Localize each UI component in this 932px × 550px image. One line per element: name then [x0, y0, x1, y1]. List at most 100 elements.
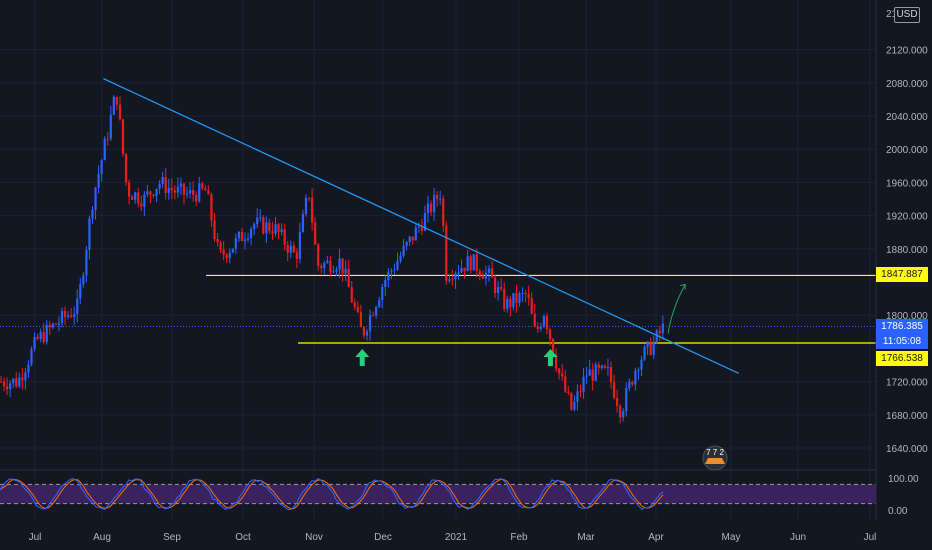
candle-body	[18, 377, 21, 387]
candle-body	[277, 224, 280, 232]
candle-body	[213, 220, 216, 240]
candle-body	[231, 248, 234, 253]
candle-body	[332, 271, 335, 273]
candle-body	[616, 397, 619, 406]
event-badge-icon[interactable]: 7 7 2	[702, 445, 728, 471]
candle-body	[143, 194, 146, 207]
candle-body	[597, 364, 600, 369]
candle-body	[536, 326, 539, 330]
price-tick-label: 2000.000	[886, 145, 928, 156]
candle-body	[555, 354, 558, 369]
candle-body	[15, 378, 18, 387]
candle-body	[603, 365, 606, 368]
candle-body	[622, 411, 625, 418]
candle-body	[378, 300, 381, 308]
time-tick-label: Mar	[577, 532, 595, 543]
candle-body	[0, 381, 3, 383]
candle-body	[57, 323, 61, 325]
candle-body	[399, 255, 402, 262]
candle-body	[76, 298, 79, 314]
candle-body	[606, 366, 610, 368]
candle-body	[390, 270, 393, 272]
candle-body	[515, 293, 518, 304]
candle-body	[271, 231, 274, 234]
candle-body	[368, 315, 372, 332]
projection-arrow-head	[680, 283, 686, 290]
candle-body	[375, 307, 378, 316]
candle-body	[631, 381, 634, 385]
stochastic-oscillator	[0, 477, 876, 511]
candle-body	[478, 270, 481, 276]
candle-body	[158, 183, 161, 189]
candle-body	[179, 183, 183, 187]
price-tick-label: 2080.000	[886, 79, 928, 90]
price-tick-label: 1960.000	[886, 178, 928, 189]
candle-body	[33, 336, 36, 350]
candle-body	[73, 313, 76, 317]
candle-body	[381, 286, 384, 301]
candle-body	[481, 275, 484, 279]
candle-body	[51, 323, 54, 328]
up-arrow-icon	[355, 349, 370, 366]
candle-body	[533, 313, 536, 327]
horizontal-levels	[0, 274, 876, 344]
candle-body	[182, 183, 186, 195]
candle-body	[259, 217, 262, 219]
candle-body	[39, 332, 42, 339]
candle-body	[457, 272, 460, 274]
candle-body	[45, 324, 48, 343]
candle-body	[121, 119, 125, 154]
candle-body	[652, 341, 655, 355]
candle-body	[301, 214, 305, 232]
candle-body	[472, 254, 475, 271]
candle-body	[591, 369, 594, 381]
candle-body	[314, 222, 317, 245]
candle-body	[588, 369, 591, 376]
candle-body	[240, 231, 244, 242]
candle-body	[350, 287, 353, 303]
price-tick-label: 1920.000	[886, 212, 928, 223]
candle-body	[317, 244, 320, 266]
candle-body	[250, 228, 253, 238]
candle-body	[286, 244, 289, 253]
candle-body	[609, 366, 613, 383]
candle-body	[128, 182, 131, 197]
candle-body	[21, 377, 24, 381]
candle-body	[356, 307, 359, 312]
time-tick-label: Dec	[374, 532, 392, 543]
oscillator-d-line	[0, 478, 664, 510]
candle-body	[539, 326, 542, 330]
candle-body	[518, 293, 521, 304]
candle-body	[97, 173, 100, 188]
oscillator-tick-label: 100.00	[888, 474, 919, 485]
candle-body	[570, 392, 573, 410]
candle-body	[292, 245, 295, 253]
candle-body	[131, 196, 134, 200]
candle-body	[207, 190, 210, 195]
candle-body	[573, 401, 576, 410]
candle-body	[112, 96, 115, 115]
candle-body	[439, 198, 442, 200]
candle-body	[152, 194, 155, 197]
candle-body	[106, 138, 109, 140]
candle-body	[451, 279, 454, 281]
candle-body	[463, 267, 466, 272]
candles	[0, 95, 664, 424]
time-tick-label: Jul	[29, 532, 42, 543]
currency-badge[interactable]: USD	[894, 7, 920, 23]
candle-body	[564, 376, 567, 392]
time-tick-label: Aug	[93, 532, 111, 543]
candle-body	[423, 213, 427, 231]
time-tick-label: May	[722, 532, 741, 543]
candle-body	[91, 209, 94, 219]
candle-body	[417, 226, 420, 228]
candle-body	[475, 254, 478, 271]
candle-body	[85, 249, 88, 276]
price-tick-label: 1640.000	[886, 444, 928, 455]
candle-body	[466, 256, 469, 272]
candle-body	[506, 298, 509, 309]
candle-body	[60, 310, 64, 324]
candle-body	[387, 271, 390, 281]
candle-body	[347, 268, 350, 288]
